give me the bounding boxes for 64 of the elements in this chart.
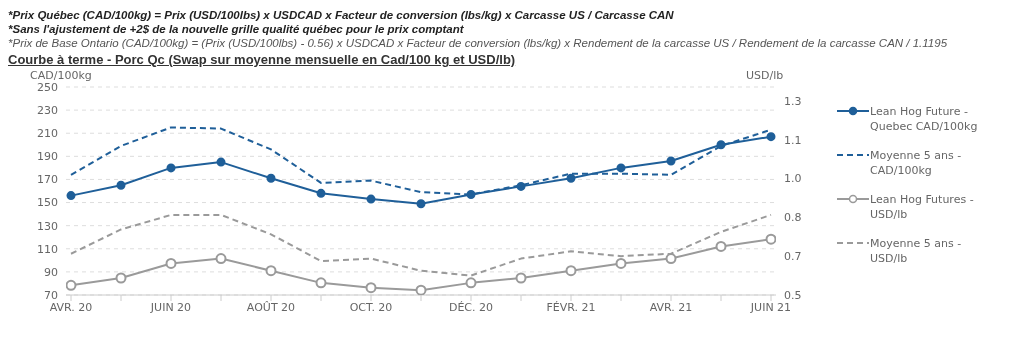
x-tick-label: OCT. 20 xyxy=(349,300,393,314)
legend-label: Lean Hog Future - Quebec CAD/100kg xyxy=(870,104,979,134)
y-tick-label: 130 xyxy=(37,219,58,233)
point xyxy=(315,277,327,289)
point xyxy=(665,253,677,265)
point xyxy=(465,277,477,289)
point xyxy=(466,189,476,199)
point xyxy=(716,140,726,150)
point xyxy=(416,199,426,209)
text: *Prix Québec (CAD/100kg) = Prix (USD/100lbs) x USDCAD x Facteur de conversion (lbs/kg) x Carcasse US / Carcasse CAN xyxy=(8,8,675,22)
y-tick-label: 90 xyxy=(44,265,58,279)
y2-tick-label: 0.7 xyxy=(784,250,802,264)
y-tick-label: 110 xyxy=(37,242,58,256)
y2-tick-label: 1.3 xyxy=(784,94,802,108)
x-tick-label: AVR. 20 xyxy=(49,300,93,314)
point xyxy=(615,257,627,269)
y2-tick-label: 0.5 xyxy=(784,288,802,302)
legend-label: Moyenne 5 ans - USD/lb xyxy=(870,236,963,266)
point xyxy=(415,284,427,295)
point xyxy=(616,163,626,173)
point xyxy=(66,191,76,201)
point xyxy=(66,279,77,291)
point xyxy=(516,181,526,191)
point xyxy=(765,233,776,245)
point xyxy=(565,265,577,277)
y-tick-label: 170 xyxy=(37,173,58,187)
point xyxy=(666,156,676,166)
point xyxy=(515,272,527,284)
point xyxy=(165,257,177,269)
point xyxy=(116,180,126,190)
point xyxy=(115,272,127,284)
point xyxy=(316,188,326,198)
point xyxy=(166,163,176,173)
x-tick-label: DÉC. 20 xyxy=(448,300,494,314)
y-tick-label: 210 xyxy=(37,127,58,141)
point xyxy=(265,265,277,277)
point xyxy=(216,157,226,167)
y-tick-label: 150 xyxy=(37,196,58,210)
point xyxy=(365,282,377,294)
point xyxy=(766,132,776,142)
point xyxy=(715,240,727,252)
text: *Prix de Base Ontario (CAD/100kg) = (Prix (USD/100lbs) - 0.56) x USDCAD x Facteur de conversion (lbs/kg) x Rendement de la carcasse US / Rendement de la carcasse CAN / 1.1195 xyxy=(8,36,949,50)
text: *Sans l'ajustement de +2$ de la nouvelle grille qualité québec pour le prix comptant xyxy=(8,22,465,36)
point xyxy=(566,173,576,183)
y2-tick-label: 0.8 xyxy=(784,211,802,225)
point xyxy=(215,253,227,265)
y-axis-title: CAD/100kg xyxy=(30,69,92,82)
x-tick-label: JUIN 20 xyxy=(149,300,192,314)
x-tick-label: JUIN 21 xyxy=(749,300,792,314)
y-tick-label: 250 xyxy=(37,80,58,94)
legend-label: Lean Hog Futures - USD/lb xyxy=(870,192,975,222)
point xyxy=(266,173,276,183)
legend-label: Moyenne 5 ans - CAD/100kg xyxy=(870,148,963,178)
y2-tick-label: 1.1 xyxy=(784,133,802,147)
x-tick-label: AVR. 21 xyxy=(649,300,693,314)
y-tick-label: 70 xyxy=(44,288,58,302)
x-tick-label: FÉVR. 21 xyxy=(546,300,596,314)
point xyxy=(366,194,376,204)
y-tick-label: 190 xyxy=(37,150,58,164)
y-tick-label: 230 xyxy=(37,104,58,118)
y2-axis-title: USD/lb xyxy=(746,69,784,82)
x-tick-label: AOÛT 20 xyxy=(246,300,296,314)
chart-title: Courbe à terme - Porc Qc (Swap sur moyenne mensuelle en Cad/100 kg et USD/lb) xyxy=(8,52,517,67)
y2-tick-label: 1.0 xyxy=(784,172,802,186)
